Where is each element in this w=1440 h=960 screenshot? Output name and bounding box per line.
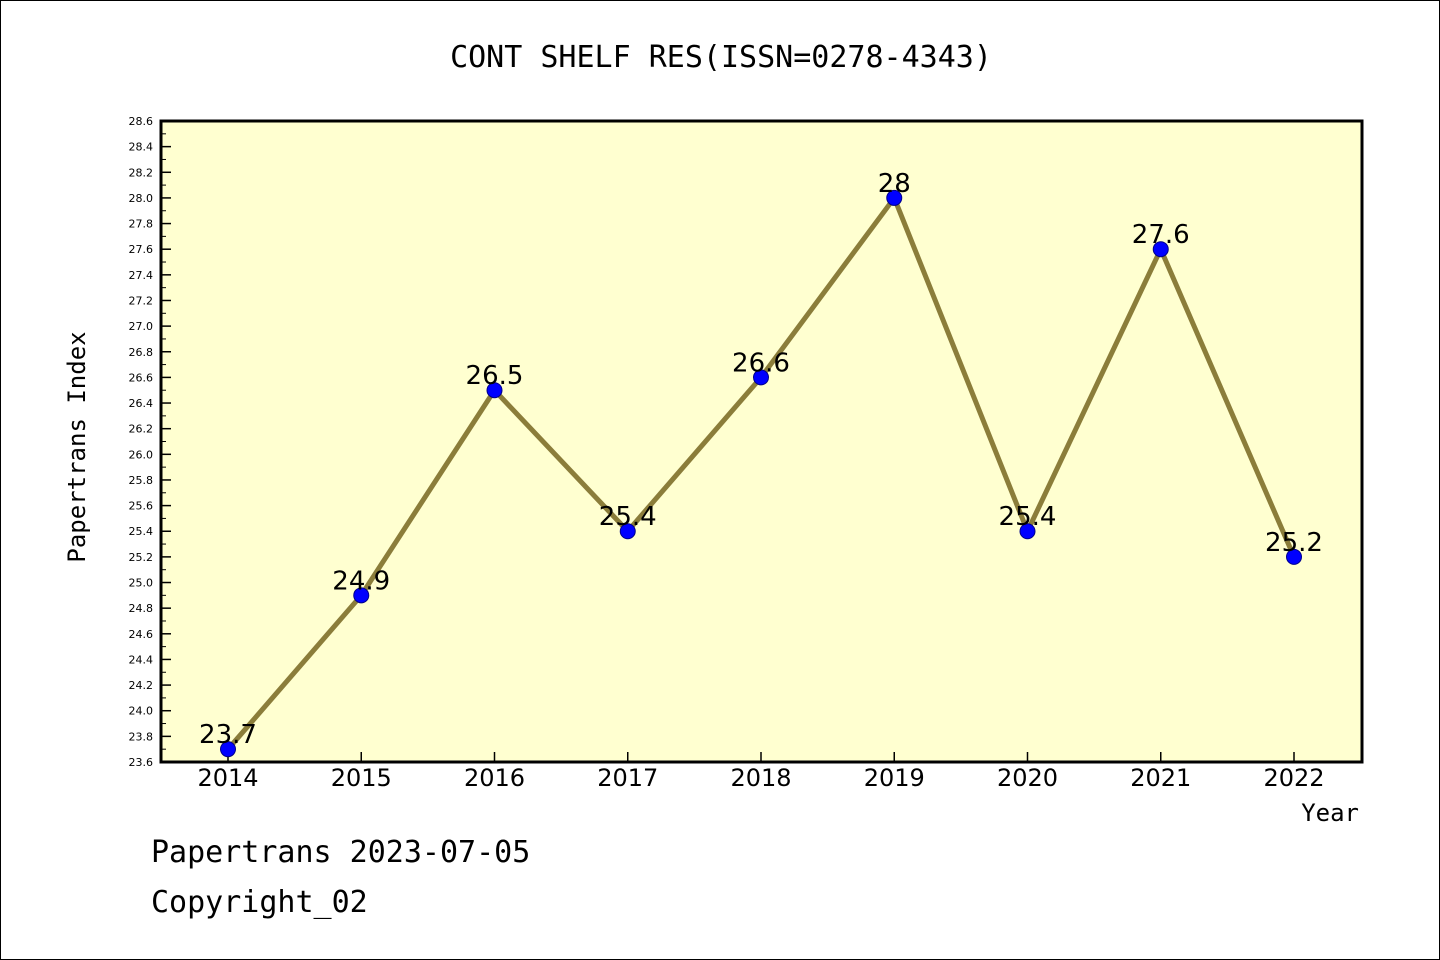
y-axis-label: Papertrans Index <box>63 331 91 562</box>
data-label: 26.5 <box>466 361 524 391</box>
data-point <box>353 587 370 604</box>
y-tick-label: 26.6 <box>129 371 154 384</box>
y-tick-label: 25.8 <box>129 474 154 487</box>
data-label: 25.2 <box>1265 528 1323 558</box>
y-tick-label: 25.6 <box>129 500 154 513</box>
y-tick-label: 25.2 <box>129 551 154 564</box>
data-point <box>1152 241 1169 258</box>
y-tick-label: 24.6 <box>129 628 154 641</box>
x-tick-label: 2016 <box>464 764 525 792</box>
x-tick-label: 2015 <box>331 764 392 792</box>
y-tick-label: 28.6 <box>129 115 154 128</box>
x-tick-label: 2020 <box>997 764 1058 792</box>
y-tick-label: 26.8 <box>129 346 154 359</box>
footer-date: Papertrans 2023-07-05 <box>151 835 531 870</box>
x-tick-label: 2018 <box>730 764 791 792</box>
data-label: 25.4 <box>599 502 657 532</box>
y-tick-label: 26.2 <box>129 423 154 436</box>
x-tick-label: 2017 <box>597 764 658 792</box>
data-point <box>886 189 903 206</box>
y-tick-label: 28.4 <box>129 141 154 154</box>
y-axis: 23.6 23.8 24.0 24.2 24.4 24.6 24.8 25.0 25.2 25.4… <box>129 115 171 769</box>
x-tick-label: 2019 <box>864 764 925 792</box>
y-tick-label: 24.8 <box>129 602 154 615</box>
y-tick-label: 25.4 <box>129 525 154 538</box>
footer-copyright: Copyright_02 <box>151 885 368 920</box>
y-tick-label: 26.0 <box>129 448 154 461</box>
x-tick-label: 2014 <box>197 764 258 792</box>
data-point <box>1019 523 1036 540</box>
y-tick-label: 24.0 <box>129 705 154 718</box>
data-label: 28 <box>878 169 911 199</box>
data-point <box>1286 548 1302 565</box>
y-tick-label: 27.4 <box>129 269 154 282</box>
data-point <box>486 382 503 399</box>
data-points <box>220 189 1302 758</box>
data-label: 27.6 <box>1132 220 1190 250</box>
x-tick-label: 2022 <box>1263 764 1324 792</box>
chart-title: CONT SHELF RES(ISSN=0278-4343) <box>450 40 992 75</box>
x-tick-label: 2021 <box>1130 764 1191 792</box>
y-tick-label: 27.8 <box>129 218 154 231</box>
y-tick-label: 28.0 <box>129 192 154 205</box>
data-point <box>220 741 236 758</box>
y-tick-label: 23.6 <box>129 756 154 769</box>
y-tick-label: 25.0 <box>129 577 154 590</box>
y-tick-label: 27.0 <box>129 320 154 333</box>
data-labels: 23.7 24.9 26.5 25.4 26.6 28 25.4 27.6 25.2 <box>199 169 1323 750</box>
x-axis-label: Year <box>1301 799 1359 827</box>
y-tick-label: 27.2 <box>129 294 154 307</box>
y-tick-label: 24.4 <box>129 653 154 666</box>
data-point <box>619 523 636 540</box>
y-tick-label: 24.2 <box>129 679 154 692</box>
y-tick-label: 27.6 <box>129 243 154 256</box>
y-tick-label: 28.2 <box>129 166 154 179</box>
data-label: 26.6 <box>732 348 790 378</box>
data-label: 24.9 <box>332 566 390 596</box>
y-tick-label: 26.4 <box>129 397 154 410</box>
y-tick-label: 23.8 <box>129 730 154 743</box>
x-axis: 2014 2015 2016 2017 2018 2019 2020 2021 2022 <box>197 752 1325 792</box>
data-point <box>753 369 769 386</box>
data-label: 23.7 <box>199 720 257 750</box>
plot-area <box>159 119 1364 764</box>
data-label: 25.4 <box>999 502 1057 532</box>
